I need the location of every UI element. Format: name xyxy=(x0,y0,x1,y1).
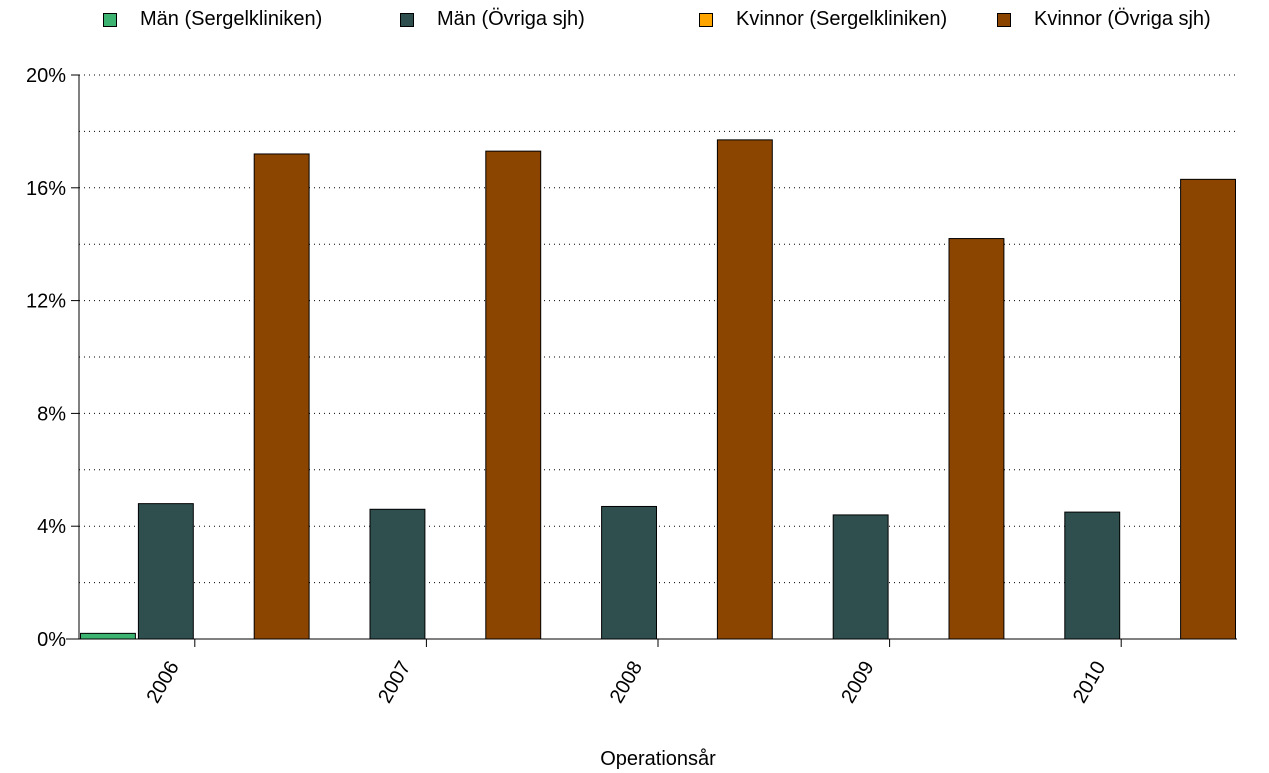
legend-item: Kvinnor (Övriga sjh) xyxy=(997,8,1211,31)
x-tick-label: 2008 xyxy=(606,657,647,707)
y-tick-label: 16% xyxy=(26,178,66,200)
legend-swatch-icon xyxy=(103,12,117,27)
legend-item: Män (Övriga sjh) xyxy=(400,8,585,31)
x-axis-label: Operationsår xyxy=(600,748,716,770)
legend-label: Män (Övriga sjh) xyxy=(437,8,585,30)
bar xyxy=(948,238,1005,640)
bar xyxy=(1180,178,1236,640)
y-tick-label: 4% xyxy=(37,516,66,538)
legend-swatch-icon xyxy=(699,12,713,27)
legend-label: Kvinnor (Övriga sjh) xyxy=(1034,8,1211,30)
bars xyxy=(80,139,1236,640)
legend-label: Män (Sergelkliniken) xyxy=(140,8,323,30)
x-tick-label: 2009 xyxy=(837,657,878,707)
bar xyxy=(137,503,194,640)
legend-swatch-icon xyxy=(997,12,1011,27)
y-tick-label: 0% xyxy=(37,629,66,651)
legend-swatch-icon xyxy=(400,12,414,27)
grid-lines xyxy=(79,74,1237,584)
x-axis: 2006 2007 2008 2009 2010 xyxy=(66,638,1237,707)
bar xyxy=(832,514,889,640)
bar xyxy=(369,508,426,640)
y-tick-label: 8% xyxy=(37,403,66,425)
y-tick-label: 12% xyxy=(26,291,66,313)
bar xyxy=(485,150,542,640)
y-axis: 0% 4% 8% 12% 16% 20% xyxy=(26,65,80,651)
bar xyxy=(253,153,310,640)
bar xyxy=(601,505,657,640)
legend-item: Män (Sergelkliniken) xyxy=(103,8,322,31)
legend: Män (Sergelkliniken) Män (Övriga sjh) Kv… xyxy=(0,8,1269,36)
x-tick-label: 2006 xyxy=(143,657,184,707)
y-tick-label: 20% xyxy=(26,65,66,87)
legend-label: Kvinnor (Sergelkliniken) xyxy=(736,8,948,30)
x-tick-label: 2010 xyxy=(1069,657,1110,707)
bar xyxy=(1064,511,1121,640)
x-tick-label: 2007 xyxy=(374,657,415,707)
bar xyxy=(716,139,773,640)
legend-item: Kvinnor (Sergelkliniken) xyxy=(699,8,947,31)
bar xyxy=(80,632,136,640)
